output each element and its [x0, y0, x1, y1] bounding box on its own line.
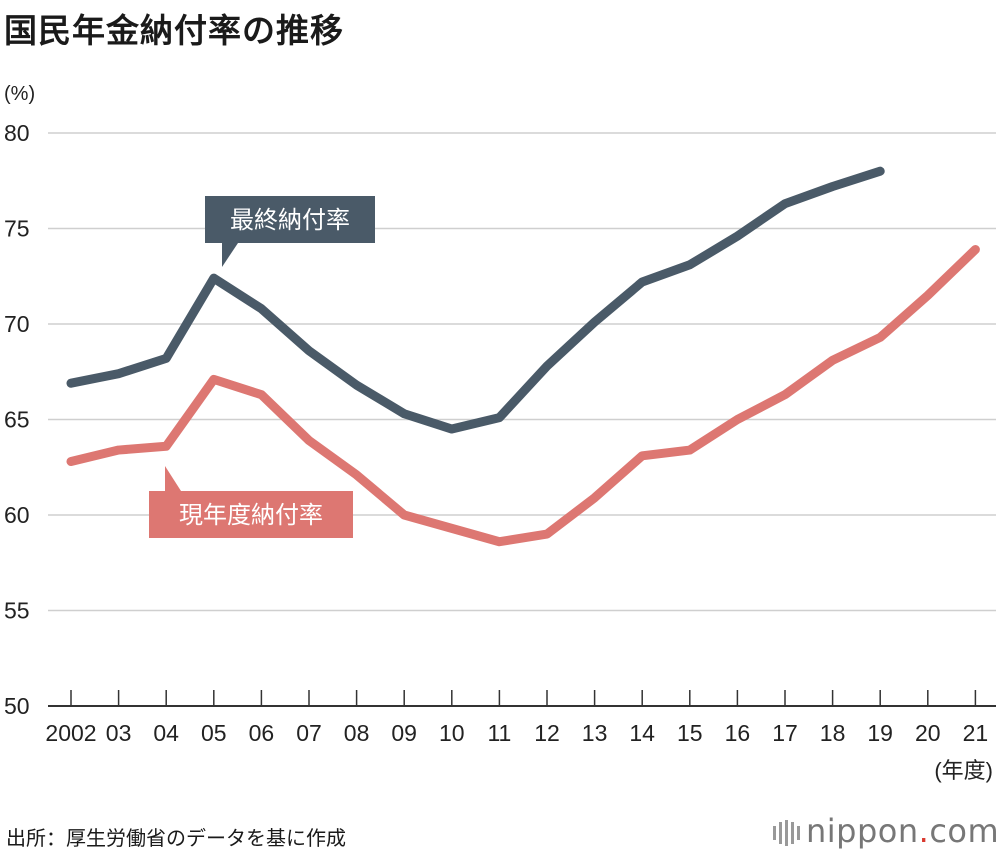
y-tick-label: 70: [4, 311, 30, 337]
x-tick-label: 06: [249, 720, 275, 746]
series-label-text: 現年度納付率: [179, 502, 323, 529]
x-tick-label: 03: [106, 720, 132, 746]
x-tick-label: 2002: [45, 720, 96, 746]
x-axis-label: (年度): [934, 758, 993, 783]
chart-title: 国民年金納付率の推移: [4, 11, 344, 50]
series-label-text: 最終納付率: [230, 207, 350, 234]
x-tick-label: 09: [391, 720, 417, 746]
logo-tld: com: [929, 812, 1000, 850]
x-tick-label: 04: [153, 720, 179, 746]
y-tick-label: 65: [4, 407, 30, 433]
x-tick-label: 11: [487, 720, 511, 746]
line-chart: (%) 80 75 70 65 60 55 50 2002 03 04 05 06 07 08 09 10 1…: [4, 83, 996, 783]
x-tick-label: 17: [772, 720, 798, 746]
x-tick-label: 20: [915, 720, 941, 746]
series-line: [66, 166, 885, 434]
x-tick-label: 10: [439, 720, 465, 746]
series-label-final: 最終納付率: [205, 196, 375, 267]
x-tick-label: 18: [820, 720, 846, 746]
x-tick-label: 05: [201, 720, 227, 746]
y-tick-label: 50: [4, 693, 30, 719]
y-tick-labels: 80 75 70 65 60 55 50: [4, 120, 30, 719]
x-tick-label: 13: [582, 720, 608, 746]
nippon-logo: nippon.com: [772, 812, 999, 850]
series-line: [66, 245, 980, 547]
x-tick-label: 14: [629, 720, 655, 746]
x-tick-label: 08: [344, 720, 370, 746]
y-tick-label: 55: [4, 598, 30, 624]
x-tick-label: 21: [963, 720, 989, 746]
x-tick-label: 07: [296, 720, 322, 746]
series-lines: [66, 166, 980, 547]
y-axis-label: (%): [4, 83, 35, 105]
x-tick-label: 16: [725, 720, 751, 746]
x-tick-labels: 2002 03 04 05 06 07 08 09 10 11 12 13 14 15 16 17 18 19 20…: [45, 720, 988, 746]
gridlines: [48, 132, 996, 707]
logo-dot: .: [918, 812, 930, 850]
source-note: 出所：厚生労働省のデータを基に作成: [6, 826, 346, 850]
y-tick-label: 80: [4, 120, 30, 146]
x-tick-label: 19: [867, 720, 893, 746]
bars-icon: [773, 820, 800, 846]
series-label-current: 現年度納付率: [149, 466, 353, 538]
y-tick-label: 60: [4, 502, 30, 528]
x-tick-label: 12: [534, 720, 560, 746]
y-tick-label: 75: [4, 216, 30, 242]
logo-name: nippon: [806, 812, 919, 850]
x-tick-label: 15: [677, 720, 703, 746]
